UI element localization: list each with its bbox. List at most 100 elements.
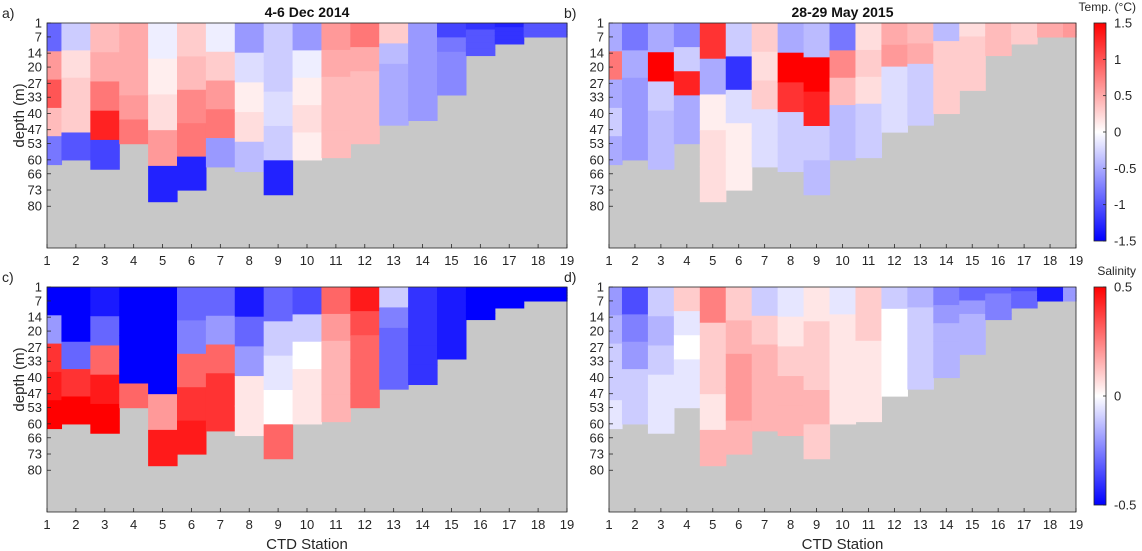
cell-station-1-layer-5 xyxy=(609,136,623,166)
x-tick-label: 7 xyxy=(761,253,768,268)
cell-station-12-layer-3 xyxy=(881,66,908,90)
y-tick-label: 7 xyxy=(35,293,42,308)
cell-station-11-layer-3 xyxy=(321,76,351,105)
cell-station-4-layer-1 xyxy=(119,287,149,312)
y-tick-label: 47 xyxy=(28,122,42,137)
cell-station-1-layer-1 xyxy=(47,287,63,316)
cell-station-8-layer-1 xyxy=(777,23,805,54)
cell-station-2-layer-2 xyxy=(61,314,91,343)
cell-station-13-layer-5 xyxy=(907,104,934,126)
cell-station-16-layer-5 xyxy=(985,312,1012,321)
cell-station-6-layer-5 xyxy=(177,156,207,191)
cell-station-14-layer-1 xyxy=(933,23,960,42)
x-tick-label: 16 xyxy=(473,517,487,532)
cell-station-3-layer-1 xyxy=(90,23,120,53)
cell-station-16-layer-3 xyxy=(985,35,1012,44)
cell-station-15-layer-3 xyxy=(959,49,986,64)
cell-station-8-layer-5 xyxy=(234,405,265,437)
cell-station-17-layer-2 xyxy=(1011,27,1038,32)
y-tick-label: 66 xyxy=(28,166,42,181)
cell-station-5-layer-2 xyxy=(148,322,178,360)
panel-d: 1 2 3 4 5 6 7 8 9 10 11 12 13 14 15 16 17 18 1917142027334… xyxy=(564,269,1083,532)
y-tick-label: 7 xyxy=(35,29,42,44)
y-tick-label: 73 xyxy=(590,183,604,198)
cell-station-14-layer-4 xyxy=(933,77,960,96)
cell-station-18-layer-3 xyxy=(523,292,554,296)
cell-station-6-layer-1 xyxy=(177,23,207,57)
cell-station-12-layer-5 xyxy=(350,119,380,145)
cell-station-10-layer-1 xyxy=(292,23,323,51)
cell-station-13-layer-4 xyxy=(379,348,409,370)
cell-station-7-layer-3 xyxy=(751,344,779,374)
cell-station-16-layer-2 xyxy=(985,293,1012,301)
cell-station-1-layer-3 xyxy=(47,79,63,109)
cell-station-1-layer-3 xyxy=(609,343,623,373)
y-tick-label: 27 xyxy=(590,340,604,355)
cell-station-14-layer-4 xyxy=(933,341,960,360)
cell-station-4-layer-2 xyxy=(673,47,701,72)
cell-station-15-layer-4 xyxy=(437,330,467,346)
cell-station-7-layer-5 xyxy=(205,138,236,168)
cell-station-3-layer-1 xyxy=(647,23,675,53)
colorbar-tick-label: -0.5 xyxy=(1114,161,1136,176)
panel-b: 1 2 3 4 5 6 7 8 9 10 11 12 13 14 15 16 17 18 1917142027334… xyxy=(564,4,1083,268)
x-tick-label: 9 xyxy=(274,517,281,532)
cell-station-11-layer-5 xyxy=(855,130,883,159)
colorbar-tick-label: 0.5 xyxy=(1114,280,1132,295)
cell-station-16-layer-1 xyxy=(465,23,496,31)
cell-station-5-layer-5 xyxy=(148,429,178,467)
x-tick-label: 9 xyxy=(274,253,281,268)
cell-station-5-layer-4 xyxy=(148,394,178,431)
y-tick-label: 53 xyxy=(590,136,604,151)
x-tick-label: 17 xyxy=(502,517,516,532)
cell-station-16-layer-4 xyxy=(465,306,496,314)
cell-station-7-layer-3 xyxy=(205,344,236,374)
colorbar-tick-label: 0 xyxy=(1114,389,1121,404)
cell-station-4-layer-1 xyxy=(673,287,701,312)
cell-station-17-layer-1 xyxy=(1011,287,1038,292)
colorbar-tick-label: 1.5 xyxy=(1114,16,1132,31)
cell-station-13-layer-4 xyxy=(907,84,934,106)
cell-station-11-layer-5 xyxy=(321,394,351,423)
colorbar-tick-label: -1.5 xyxy=(1114,234,1136,249)
cell-station-2-layer-5 xyxy=(621,396,649,425)
cell-station-4-layer-2 xyxy=(119,311,149,336)
cell-station-2-layer-4 xyxy=(61,105,91,134)
cell-station-17-layer-4 xyxy=(494,35,525,41)
cell-station-3-layer-2 xyxy=(90,316,120,347)
cell-station-6-layer-2 xyxy=(725,56,753,91)
cell-station-16-layer-1 xyxy=(985,287,1012,295)
cell-station-9-layer-1 xyxy=(803,287,831,322)
cell-station-12-layer-2 xyxy=(881,308,908,332)
y-tick-label: 7 xyxy=(597,29,604,44)
x-tick-label: 4 xyxy=(130,517,137,532)
cell-station-1-layer-1 xyxy=(609,287,623,316)
cell-station-8-layer-2 xyxy=(234,316,265,347)
x-tick-label: 11 xyxy=(329,253,343,268)
cell-station-11-layer-2 xyxy=(321,49,351,78)
cell-station-10-layer-5 xyxy=(292,396,323,425)
x-tick-label: 19 xyxy=(560,253,574,268)
cell-station-1-layer-2 xyxy=(47,51,63,81)
y-tick-label: 40 xyxy=(590,106,604,121)
x-tick-label: 14 xyxy=(415,253,429,268)
x-tick-label: 2 xyxy=(72,517,79,532)
x-tick-label: 1 xyxy=(43,253,50,268)
cell-station-6-layer-3 xyxy=(725,353,753,388)
cell-station-2-layer-5 xyxy=(61,132,91,161)
cell-station-17-layer-1 xyxy=(494,23,525,28)
y-tick-label: 47 xyxy=(28,386,42,401)
cell-station-9-layer-2 xyxy=(263,57,294,93)
cell-station-7-layer-2 xyxy=(751,51,779,82)
x-tick-label: 8 xyxy=(787,253,794,268)
x-tick-label: 12 xyxy=(887,253,901,268)
cell-station-13-layer-4 xyxy=(379,84,409,106)
cell-station-2-layer-3 xyxy=(621,77,649,106)
cell-station-14-layer-1 xyxy=(408,23,438,44)
y-tick-label: 73 xyxy=(28,447,42,462)
cell-station-12-layer-3 xyxy=(350,71,380,96)
cell-station-9-layer-3 xyxy=(803,91,831,127)
cell-station-12-layer-1 xyxy=(350,23,380,48)
cell-station-13-layer-1 xyxy=(379,287,409,309)
cell-station-3-layer-4 xyxy=(90,374,120,405)
